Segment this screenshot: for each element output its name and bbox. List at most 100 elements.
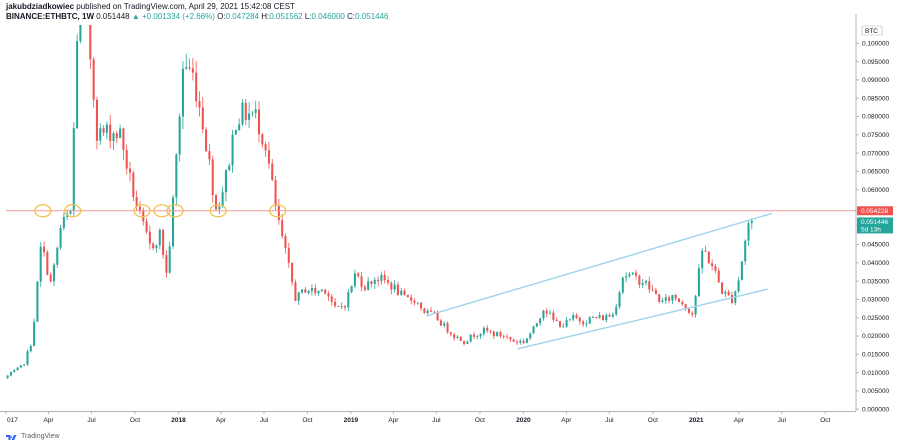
candle: [697, 264, 700, 298]
footer-brand[interactable]: TradingView: [21, 432, 60, 440]
candle: [499, 330, 502, 339]
candle: [330, 294, 333, 306]
touch-marker[interactable]: [269, 204, 287, 218]
candle: [138, 200, 141, 215]
close-label: C:: [347, 12, 356, 21]
candle: [16, 367, 19, 371]
candle: [95, 96, 98, 150]
drawings-layer: [6, 204, 856, 350]
candle: [327, 290, 330, 301]
candle: [49, 272, 52, 283]
author-name[interactable]: jakubdziadkowiec: [6, 2, 75, 11]
candle: [631, 272, 634, 276]
bar-countdown-text: 5d 13h: [861, 226, 881, 233]
candle: [515, 339, 519, 346]
candle: [181, 61, 184, 130]
candle: [122, 127, 125, 161]
candle: [625, 272, 628, 283]
candle: [241, 99, 244, 127]
candle: [734, 290, 737, 306]
price-axis[interactable]: 0.100000 0.095000 0.090000 0.085000 0.080000…: [855, 14, 893, 413]
y-tick-label: 0.005000: [862, 388, 889, 395]
candle: [304, 286, 307, 293]
touch-marker[interactable]: [153, 204, 171, 218]
candle: [386, 276, 390, 286]
channel-lower-line[interactable]: [517, 288, 768, 350]
symbol-label[interactable]: BINANCE:ETHBTC, 1W: [6, 12, 94, 21]
candle: [155, 244, 158, 253]
candle: [13, 368, 16, 373]
candle: [370, 280, 373, 288]
candle: [367, 276, 370, 291]
candle: [605, 312, 608, 323]
candle: [69, 209, 72, 215]
candle: [403, 288, 406, 296]
touch-marker[interactable]: [133, 204, 151, 218]
high-value: 0.051562: [269, 12, 303, 21]
x-tick-label: Oct: [475, 417, 485, 424]
candle: [132, 170, 135, 202]
x-tick-label: Oct: [820, 417, 830, 424]
candle: [618, 290, 621, 310]
candle: [244, 98, 247, 126]
candle: [165, 250, 168, 278]
time-axis[interactable]: 017 Apr Jul Oct 2018 Apr Jul Oct 2019 Apr Jul Oct 20…: [0, 411, 856, 424]
candle: [691, 311, 694, 318]
open-value: 0.047284: [225, 12, 259, 21]
candle: [46, 250, 49, 276]
y-tick-label: 0.015000: [862, 351, 889, 358]
y-tick-label: 0.085000: [862, 95, 889, 102]
x-tick-label: Apr: [388, 417, 399, 424]
candle: [360, 271, 363, 292]
candle: [284, 233, 287, 254]
candle: [393, 279, 396, 293]
candle: [59, 224, 62, 250]
touch-marker[interactable]: [63, 204, 82, 218]
candle: [248, 101, 251, 129]
candle: [267, 141, 270, 169]
candle: [231, 129, 234, 173]
candle: [429, 307, 433, 313]
candle: [300, 289, 304, 295]
candle: [532, 325, 535, 334]
candle: [638, 274, 641, 289]
candle: [588, 315, 591, 324]
candle: [277, 198, 280, 225]
touch-marker[interactable]: [166, 204, 184, 218]
candle: [171, 194, 175, 249]
candle: [416, 301, 419, 305]
candle: [152, 241, 155, 251]
y-tick-label: 0.060000: [862, 187, 889, 194]
plot-area[interactable]: [6, 0, 753, 379]
candle: [211, 155, 214, 203]
x-tick-label: Apr: [43, 417, 54, 424]
candle: [185, 53, 188, 70]
candle: [410, 294, 413, 305]
candle: [228, 162, 231, 172]
x-tick-label: Jul: [778, 417, 787, 424]
candle: [469, 334, 472, 343]
touch-marker[interactable]: [209, 204, 227, 218]
candle: [261, 132, 264, 148]
candle: [188, 58, 191, 71]
channel-upper-line[interactable]: [426, 212, 773, 317]
candle: [390, 281, 393, 295]
x-tick-label: 017: [7, 417, 18, 424]
candle: [575, 313, 578, 320]
candle: [608, 313, 611, 317]
candle: [674, 293, 677, 302]
resistance-price-label: [857, 206, 893, 216]
candle: [400, 287, 403, 296]
touch-marker[interactable]: [34, 204, 52, 218]
candle: [62, 212, 65, 231]
candle: [668, 295, 671, 304]
candle: [711, 259, 714, 271]
candle: [635, 269, 638, 280]
tradingview-footer: TradingView: [6, 430, 60, 442]
candle: [568, 318, 571, 322]
candle: [582, 320, 585, 328]
low-label: L:: [304, 12, 312, 21]
candle: [36, 280, 39, 322]
candle: [539, 317, 542, 326]
